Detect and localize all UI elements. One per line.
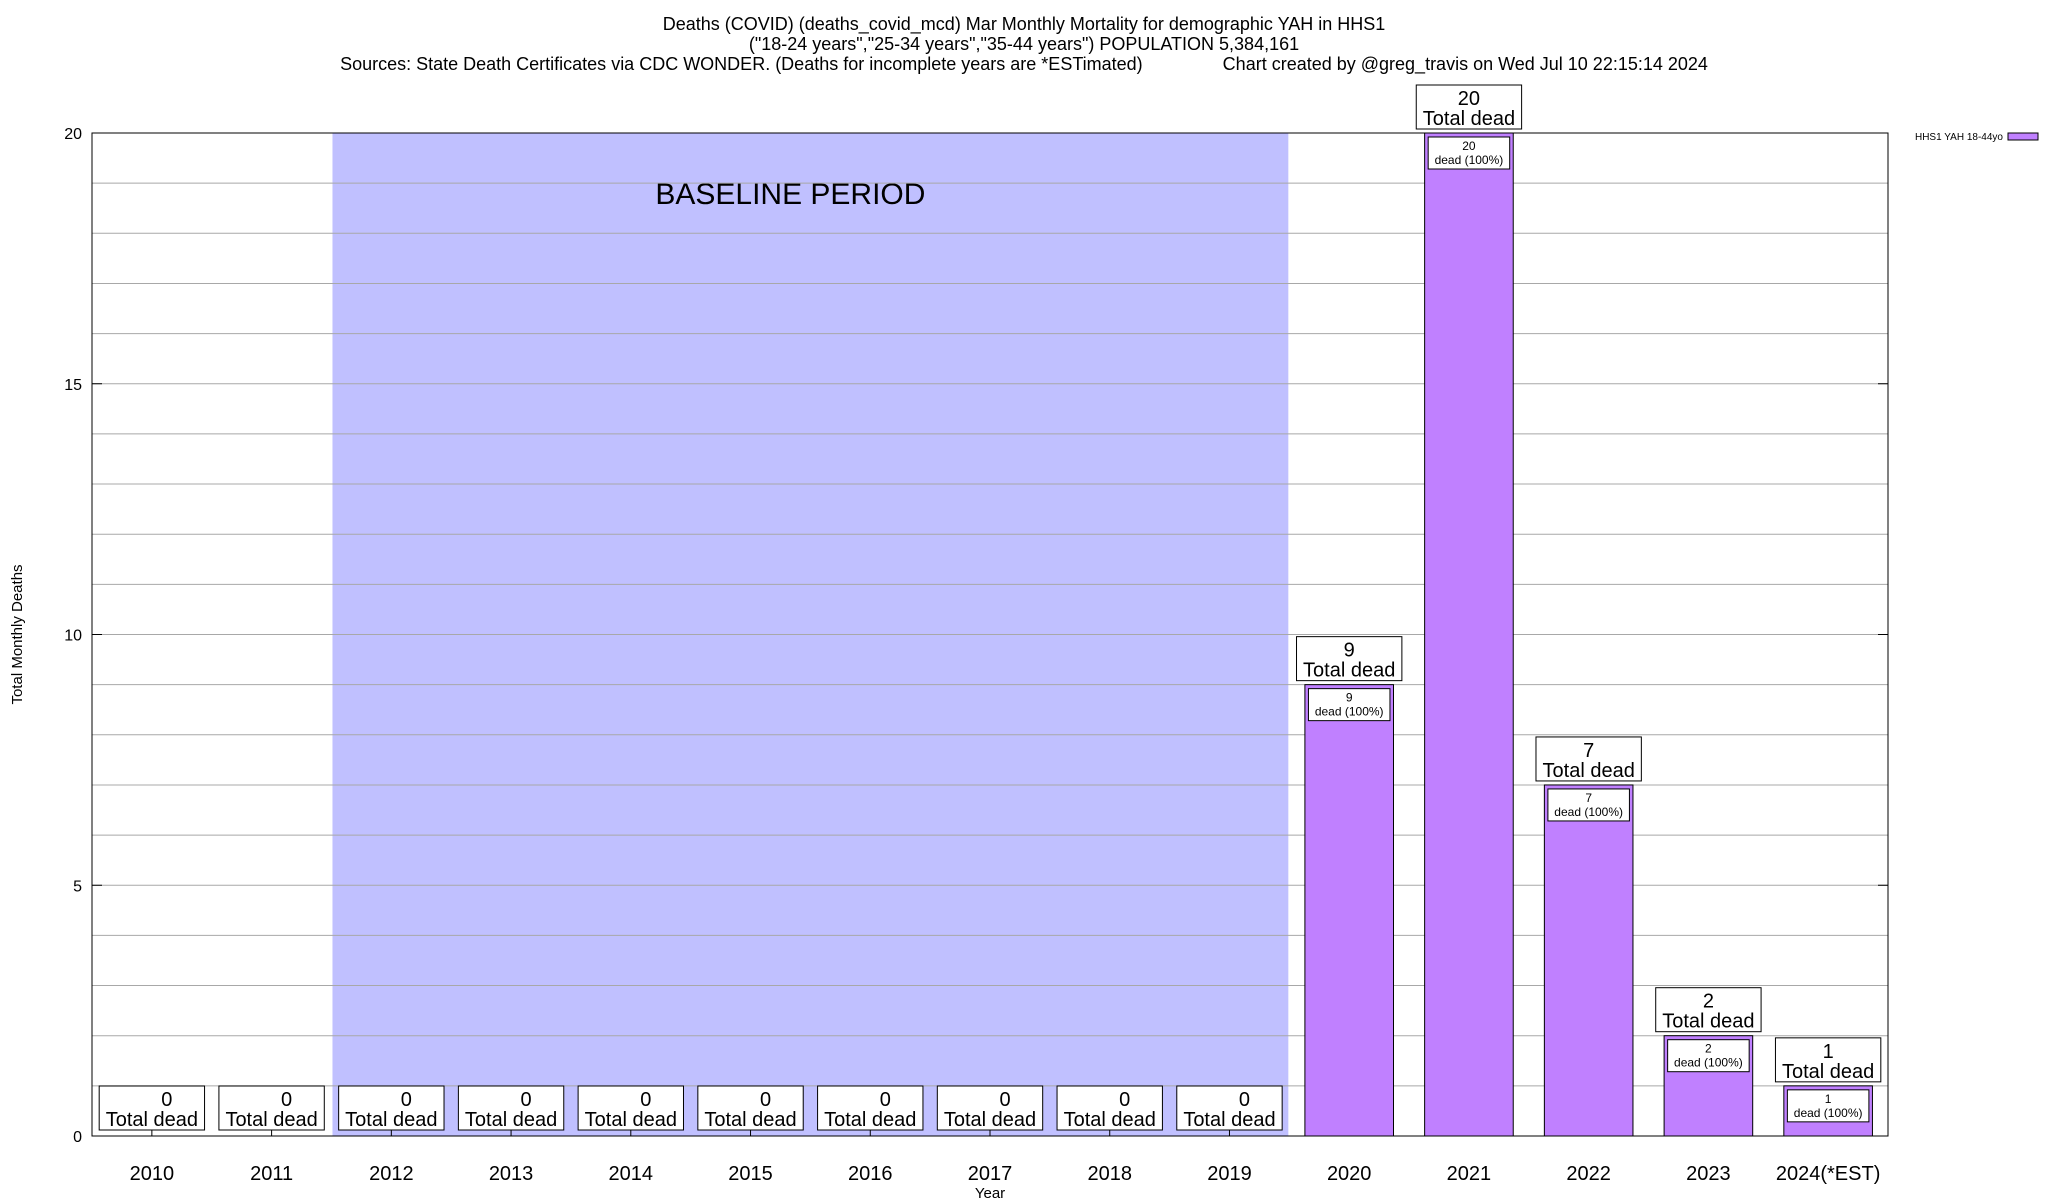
total-label-box xyxy=(577,1085,684,1131)
y-tick-label: 15 xyxy=(64,377,82,394)
total-label-box xyxy=(817,1085,924,1131)
x-tick-label: 2021 xyxy=(1447,1163,1492,1185)
y-tick-label: 20 xyxy=(64,126,82,143)
chart-title-line-2: ("18-24 years","25-34 years","35-44 year… xyxy=(748,34,1300,54)
chart-title-line-1: Deaths (COVID) (deaths_covid_mcd) Mar Mo… xyxy=(662,14,1386,34)
x-tick-label: 2024(*EST) xyxy=(1776,1163,1881,1185)
total-label-text: Total dead xyxy=(465,1109,557,1131)
x-tick-label: 2014 xyxy=(609,1163,654,1185)
total-label-value: 0 xyxy=(999,1089,1010,1111)
x-axis-label: Year xyxy=(975,1185,1005,1200)
x-tick-label: 2017 xyxy=(968,1163,1013,1185)
total-label-box xyxy=(98,1085,206,1131)
total-label-box xyxy=(338,1085,445,1131)
plot-frame xyxy=(91,132,1889,1137)
total-label-box xyxy=(1056,1085,1163,1131)
inner-label-text: dead (100%) xyxy=(1315,705,1384,719)
total-label-value: 0 xyxy=(281,1089,292,1111)
total-label-value: 1 xyxy=(1823,1041,1834,1063)
total-label-value: 0 xyxy=(1239,1089,1250,1111)
y-tick-label: 10 xyxy=(64,628,82,645)
inner-label-count: 2 xyxy=(1705,1042,1712,1056)
bar-2021 xyxy=(1424,132,1514,1137)
inner-label-box xyxy=(1307,688,1391,722)
total-label-text: Total dead xyxy=(1423,108,1515,130)
total-label-box xyxy=(1655,987,1762,1033)
total-label-text: Total dead xyxy=(1782,1061,1874,1083)
total-label-text: Total dead xyxy=(106,1109,198,1131)
inner-label-count: 9 xyxy=(1346,691,1353,705)
x-tick-label: 2015 xyxy=(728,1163,773,1185)
total-label-value: 20 xyxy=(1458,88,1480,110)
total-label-box xyxy=(1296,636,1403,682)
bar-2022 xyxy=(1543,784,1634,1137)
total-label-value: 9 xyxy=(1344,640,1355,662)
inner-label-box xyxy=(1427,136,1511,170)
total-label-text: Total dead xyxy=(944,1109,1036,1131)
inner-label-text: dead (100%) xyxy=(1674,1056,1743,1070)
x-tick-label: 2022 xyxy=(1566,1163,1611,1185)
total-label-value: 0 xyxy=(880,1089,891,1111)
x-tick-label: 2016 xyxy=(848,1163,893,1185)
total-label-text: Total dead xyxy=(585,1109,677,1131)
bar-2020 xyxy=(1304,684,1395,1137)
chart-title-line-3: Sources: State Death Certificates via CD… xyxy=(340,54,1708,74)
inner-label-box xyxy=(1667,1039,1750,1073)
total-label-value: 0 xyxy=(760,1089,771,1111)
total-label-box xyxy=(457,1085,565,1131)
x-tick-label: 2013 xyxy=(489,1163,534,1185)
y-axis-label: Total Monthly Deaths xyxy=(9,564,26,704)
x-tick-label: 2018 xyxy=(1087,1163,1132,1185)
x-tick-label: 2019 xyxy=(1207,1163,1252,1185)
total-label-box xyxy=(1176,1085,1283,1131)
total-label-value: 0 xyxy=(521,1089,532,1111)
total-label-text: Total dead xyxy=(345,1109,437,1131)
y-tick-label: 5 xyxy=(73,878,82,895)
total-label-text: Total dead xyxy=(704,1109,796,1131)
legend-swatch xyxy=(2007,132,2039,141)
x-tick-label: 2010 xyxy=(130,1163,175,1185)
inner-label-box xyxy=(1547,788,1630,822)
total-label-box xyxy=(697,1085,804,1131)
inner-label-count: 1 xyxy=(1825,1092,1832,1106)
total-label-text: Total dead xyxy=(1064,1109,1156,1131)
total-label-box xyxy=(1535,736,1642,782)
total-label-value: 7 xyxy=(1583,740,1594,762)
inner-label-box xyxy=(1786,1089,1870,1123)
total-label-value: 0 xyxy=(401,1089,412,1111)
x-tick-label: 2012 xyxy=(369,1163,414,1185)
total-label-text: Total dead xyxy=(1543,760,1635,782)
total-label-box xyxy=(218,1085,325,1131)
total-label-value: 2 xyxy=(1703,991,1714,1013)
x-tick-label: 2011 xyxy=(250,1163,293,1185)
total-label-text: Total dead xyxy=(1662,1011,1754,1033)
total-label-box xyxy=(936,1085,1044,1131)
total-label-text: Total dead xyxy=(824,1109,916,1131)
total-label-value: 0 xyxy=(161,1089,172,1111)
total-label-text: Total dead xyxy=(1303,660,1395,682)
y-tick-label: 0 xyxy=(73,1129,82,1146)
total-label-value: 0 xyxy=(640,1089,651,1111)
inner-label-count: 20 xyxy=(1462,139,1476,153)
x-tick-label: 2020 xyxy=(1327,1163,1372,1185)
total-label-value: 0 xyxy=(1119,1089,1130,1111)
total-label-text: Total dead xyxy=(225,1109,317,1131)
legend-label: HHS1 YAH 18-44yo xyxy=(1915,132,2003,143)
total-label-box xyxy=(1415,84,1523,130)
inner-label-text: dead (100%) xyxy=(1794,1106,1863,1120)
x-tick-label: 2023 xyxy=(1686,1163,1731,1185)
inner-label-text: dead (100%) xyxy=(1435,153,1504,167)
total-label-text: Total dead xyxy=(1183,1109,1275,1131)
inner-label-count: 7 xyxy=(1585,791,1592,805)
inner-label-text: dead (100%) xyxy=(1554,805,1623,819)
total-label-box xyxy=(1774,1037,1882,1083)
